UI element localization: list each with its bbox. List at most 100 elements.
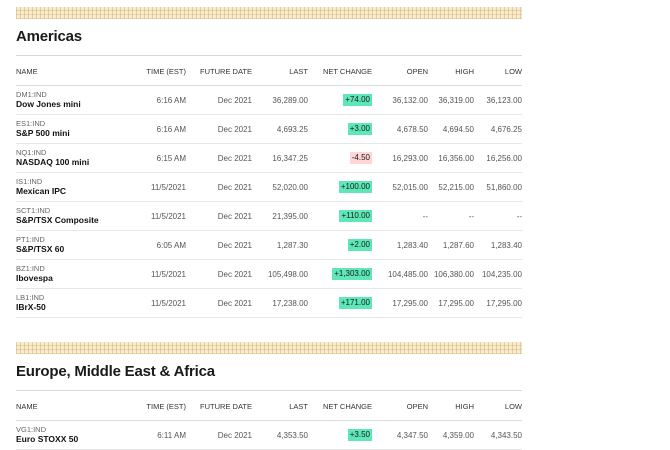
cell-last: 21,395.00: [252, 201, 308, 231]
table-row[interactable]: PT1:IND S&P/TSX 60 6:05 AM Dec 2021 1,287.30…: [16, 230, 522, 260]
column-header-low: LOW: [474, 393, 522, 421]
ticker-link[interactable]: LB1:IND: [16, 293, 45, 302]
cell-name: LB1:IND IBrX-50: [16, 288, 112, 318]
cell-name: NQ1:IND NASDAQ 100 mini: [16, 143, 112, 173]
table-row[interactable]: VG1:IND Euro STOXX 50 6:11 AM Dec 2021 4,353…: [16, 420, 522, 450]
cell-name: ES1:IND S&P 500 mini: [16, 114, 112, 144]
ticker-link[interactable]: ES1:IND: [16, 119, 46, 128]
cell-open: 36,132.00: [372, 85, 428, 115]
table-header: NAME TIME (EST) FUTURE DATE LAST NET CHANGE O…: [16, 58, 522, 86]
table-body: VG1:IND Euro STOXX 50 6:11 AM Dec 2021 4,353…: [16, 420, 522, 450]
cell-time: 6:15 AM: [112, 143, 186, 173]
cell-low: 16,256.00: [474, 143, 522, 173]
ticker-link[interactable]: PT1:IND: [16, 235, 45, 244]
column-header-net-change: NET CHANGE: [308, 58, 372, 86]
index-name-link[interactable]: Ibovespa: [16, 273, 53, 283]
title-rule: [16, 390, 522, 391]
cell-open: 104,485.00: [372, 259, 428, 289]
cell-open: 16,293.00: [372, 143, 428, 173]
cell-low: 1,283.40: [474, 230, 522, 260]
index-name-link[interactable]: Mexican IPC: [16, 186, 67, 196]
cell-future-date: Dec 2021: [186, 230, 252, 260]
cell-last: 4,353.50: [252, 420, 308, 450]
cell-high: 16,356.00: [428, 143, 474, 173]
table-row[interactable]: SCT1:IND S&P/TSX Composite 11/5/2021 Dec 20…: [16, 201, 522, 231]
cell-open: 4,678.50: [372, 114, 428, 144]
cell-high: 17,295.00: [428, 288, 474, 318]
index-name-link[interactable]: Dow Jones mini: [16, 99, 81, 109]
cell-high: --: [428, 201, 474, 231]
index-name-link[interactable]: S&P 500 mini: [16, 128, 70, 138]
cell-open: 17,295.00: [372, 288, 428, 318]
cell-future-date: Dec 2021: [186, 85, 252, 115]
cell-last: 16,347.25: [252, 143, 308, 173]
cell-low: 36,123.00: [474, 85, 522, 115]
cell-future-date: Dec 2021: [186, 172, 252, 202]
cell-future-date: Dec 2021: [186, 259, 252, 289]
cell-time: 6:11 AM: [112, 420, 186, 450]
cell-open: 52,015.00: [372, 172, 428, 202]
net-change-badge: +2.00: [347, 239, 372, 251]
cell-time: 6:16 AM: [112, 114, 186, 144]
ticker-link[interactable]: NQ1:IND: [16, 148, 47, 157]
index-name-link[interactable]: IBrX-50: [16, 302, 46, 312]
index-name-link[interactable]: S&P/TSX 60: [16, 244, 65, 254]
cell-name: SCT1:IND S&P/TSX Composite: [16, 201, 112, 231]
ticker-link[interactable]: IS1:IND: [16, 177, 43, 186]
cell-future-date: Dec 2021: [186, 143, 252, 173]
table-row[interactable]: BZ1:IND Ibovespa 11/5/2021 Dec 2021 105,498.…: [16, 259, 522, 289]
cell-low: 4,676.25: [474, 114, 522, 144]
cell-open: 1,283.40: [372, 230, 428, 260]
section-divider-band: [16, 7, 522, 19]
header-row: NAME TIME (EST) FUTURE DATE LAST NET CHANGE O…: [16, 393, 522, 421]
cell-net-change: -4.50: [308, 143, 372, 173]
cell-last: 17,238.00: [252, 288, 308, 318]
cell-net-change: +100.00: [308, 172, 372, 202]
index-name-link[interactable]: NASDAQ 100 mini: [16, 157, 90, 167]
index-name-link[interactable]: S&P/TSX Composite: [16, 215, 99, 225]
cell-last: 1,287.30: [252, 230, 308, 260]
cell-future-date: Dec 2021: [186, 201, 252, 231]
column-header-last: LAST: [252, 393, 308, 421]
net-change-badge: +171.00: [338, 297, 372, 309]
net-change-badge: +1,303.00: [332, 268, 372, 280]
column-header-time: TIME (EST): [112, 393, 186, 421]
net-change-badge: +100.00: [338, 181, 372, 193]
cell-last: 105,498.00: [252, 259, 308, 289]
cell-high: 4,694.50: [428, 114, 474, 144]
table-row[interactable]: NQ1:IND NASDAQ 100 mini 6:15 AM Dec 2021 16,…: [16, 143, 522, 173]
table-row[interactable]: ES1:IND S&P 500 mini 6:16 AM Dec 2021 4,693.…: [16, 114, 522, 144]
cell-name: VG1:IND Euro STOXX 50: [16, 420, 112, 450]
quotes-table-emea: NAME TIME (EST) FUTURE DATE LAST NET CHANGE O…: [16, 393, 522, 450]
ticker-link[interactable]: BZ1:IND: [16, 264, 45, 273]
column-header-name: NAME: [16, 393, 112, 421]
column-header-last: LAST: [252, 58, 308, 86]
cell-high: 4,359.00: [428, 420, 474, 450]
title-rule: [16, 55, 522, 56]
ticker-link[interactable]: DM1:IND: [16, 90, 47, 99]
net-change-badge: +3.00: [347, 123, 372, 135]
cell-future-date: Dec 2021: [186, 420, 252, 450]
cell-open: 4,347.50: [372, 420, 428, 450]
net-change-badge: +3.50: [347, 429, 372, 441]
column-header-high: HIGH: [428, 393, 474, 421]
cell-net-change: +171.00: [308, 288, 372, 318]
cell-low: 51,860.00: [474, 172, 522, 202]
section-title-emea: Europe, Middle East & Africa: [16, 363, 215, 380]
cell-net-change: +74.00: [308, 85, 372, 115]
cell-high: 36,319.00: [428, 85, 474, 115]
column-header-high: HIGH: [428, 58, 474, 86]
cell-time: 6:16 AM: [112, 85, 186, 115]
cell-time: 11/5/2021: [112, 259, 186, 289]
index-name-link[interactable]: Euro STOXX 50: [16, 434, 79, 444]
cell-name: BZ1:IND Ibovespa: [16, 259, 112, 289]
cell-time: 11/5/2021: [112, 201, 186, 231]
net-change-badge: +74.00: [343, 94, 372, 106]
ticker-link[interactable]: VG1:IND: [16, 425, 47, 434]
table-row[interactable]: IS1:IND Mexican IPC 11/5/2021 Dec 2021 52,02…: [16, 172, 522, 202]
column-header-name: NAME: [16, 58, 112, 86]
cell-future-date: Dec 2021: [186, 288, 252, 318]
ticker-link[interactable]: SCT1:IND: [16, 206, 51, 215]
table-row[interactable]: LB1:IND IBrX-50 11/5/2021 Dec 2021 17,238.00…: [16, 288, 522, 318]
table-row[interactable]: DM1:IND Dow Jones mini 6:16 AM Dec 2021 36,2…: [16, 85, 522, 115]
